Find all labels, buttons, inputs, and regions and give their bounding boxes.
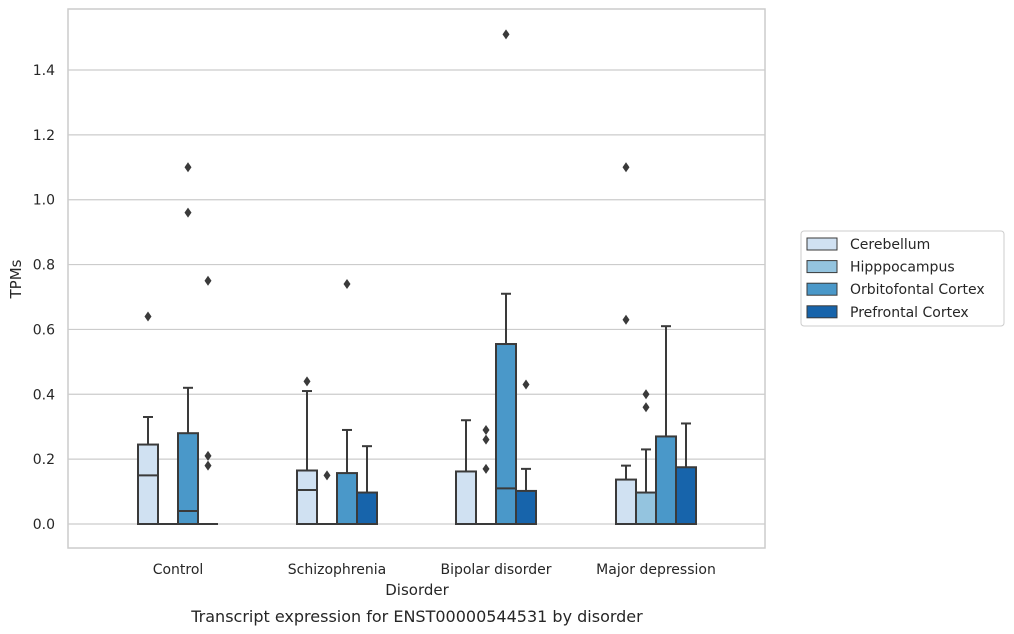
series-orbitofontal-cortex [177,29,677,526]
legend-swatch [806,260,838,274]
box [675,422,697,525]
legend-frame [800,230,1005,327]
x-axis-ticks: Control Schizophrenia Bipolar disorder Majo… [153,562,716,578]
box [177,162,199,526]
legend-swatch [806,282,838,296]
y-tick-label: 1.4 [33,63,55,79]
box-body [615,478,637,525]
outlier-point [204,450,212,461]
box [476,424,496,525]
box-body [675,466,697,525]
outlier-point [482,463,490,474]
outlier-point [522,379,530,390]
box-body [635,491,657,525]
box-body [336,472,358,525]
box [137,311,159,525]
outlier-point [343,279,351,290]
box-body [177,432,199,526]
box [615,162,637,525]
x-tick-label: Control [153,562,204,578]
box-body [296,469,318,525]
outlier-point [622,162,630,173]
outlier-point [144,311,152,322]
box [356,445,378,525]
legend-label: Cerebellum [850,237,930,253]
legend-swatch [806,305,838,319]
y-tick-label: 0.4 [33,387,55,403]
outlier-point [204,460,212,471]
outlier-point [622,314,630,325]
outlier-point [323,470,331,481]
x-tick-label: Bipolar disorder [440,562,551,578]
box-body [356,491,378,525]
box [495,29,517,525]
box-body [495,343,517,525]
legend-label: Hipppocampus [850,260,955,276]
x-axis-label: Disorder [385,581,449,599]
legend-label: Orbitofontal Cortex [850,282,985,298]
series-cerebellum [137,162,637,526]
outlier-point [642,402,650,413]
y-tick-label: 0.2 [33,452,55,468]
x-tick-label: Major depression [596,562,716,578]
outlier-point [482,434,490,445]
y-tick-label: 0.8 [33,258,55,274]
outlier-point [184,162,192,173]
series-prefrontal-cortex [198,275,697,525]
box-body [137,443,159,525]
plot-area-frame [67,8,766,549]
legend-label: Prefrontal Cortex [850,305,969,321]
y-tick-label: 1.2 [33,128,55,144]
box-series [137,29,697,526]
legend-swatch [806,237,838,251]
y-tick-label: 0.6 [33,322,55,338]
y-tick-label: 1.0 [33,193,55,209]
box-body [655,435,677,526]
box [198,275,218,525]
legend: Cerebellum Hipppocampus Orbitofontal Corte… [800,230,1005,327]
y-axis-label: TPMs [7,259,25,299]
box [455,419,477,526]
outlier-point [184,207,192,218]
box [317,470,337,525]
x-tick-label: Schizophrenia [288,562,386,578]
y-axis-ticks: 0.0 0.2 0.4 0.6 0.8 1.0 1.2 1.4 [33,63,55,533]
box-body [515,489,537,525]
box [515,379,537,525]
chart-caption: Transcript expression for ENST0000054453… [190,607,643,626]
outlier-point [482,424,490,435]
box [296,376,318,525]
outlier-point [642,389,650,400]
outlier-point [303,376,311,387]
outlier-point [204,275,212,286]
outlier-point [502,29,510,40]
y-tick-label: 0.0 [33,517,55,533]
box-body [455,470,477,526]
